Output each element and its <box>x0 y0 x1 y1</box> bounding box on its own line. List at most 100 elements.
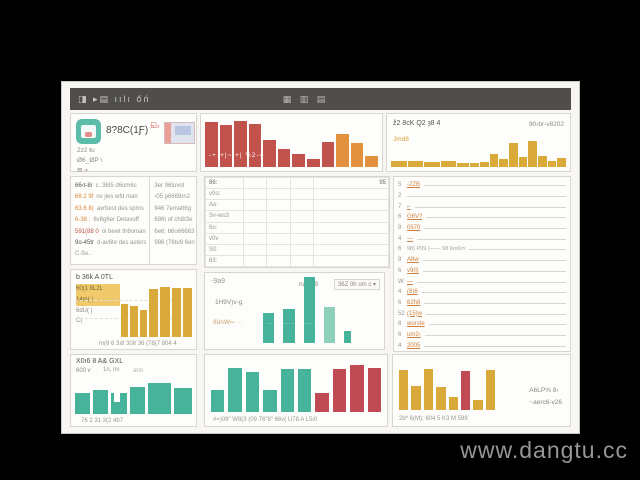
schedule-cell[interactable] <box>242 188 268 201</box>
bar <box>424 161 440 167</box>
app-logo-dot <box>85 132 92 137</box>
bar <box>509 143 518 167</box>
schedule-cell[interactable] <box>289 176 315 190</box>
schedule-cell[interactable] <box>266 243 291 256</box>
bar <box>263 140 276 167</box>
rank-rule <box>428 323 566 326</box>
bar <box>473 399 483 410</box>
rank-link[interactable]: A8w <box>407 257 419 264</box>
rank-link[interactable]: — <box>407 235 413 242</box>
bar <box>234 121 247 167</box>
schedule-cell[interactable] <box>266 176 291 190</box>
schedule-cell[interactable] <box>242 210 268 223</box>
rank-row: 2 <box>398 191 566 202</box>
rank-row: W — <box>398 276 566 287</box>
bar <box>228 367 242 412</box>
detail-list-left-column: 66‹t-8ɾ c. 36t5 d6om6s 68.2 9f ov jies wfd … <box>71 177 149 264</box>
rank-rule <box>422 259 566 262</box>
rank-link[interactable]: — <box>407 278 413 285</box>
schedule-cell[interactable] <box>289 210 315 223</box>
rank-link[interactable]: (8)6 <box>407 289 418 296</box>
rank-link[interactable]: (15)w <box>407 310 423 317</box>
teal-wide-sub1: 600 v <box>76 368 91 374</box>
schedule-cell[interactable] <box>313 232 389 245</box>
detail-item-text: oi bewt th6oman <box>101 228 146 235</box>
notification-badge: ◱₂ <box>150 122 160 129</box>
detail-list-item: C-9a.. <box>75 249 146 260</box>
rank-rule <box>417 281 566 283</box>
rank-link[interactable]: G6V? <box>407 214 423 221</box>
schedule-cell[interactable] <box>266 221 291 234</box>
rank-number: 4 <box>398 235 402 242</box>
schedule-cell[interactable] <box>289 243 315 256</box>
schedule-row-label: Sv-wo3 <box>205 210 244 223</box>
schedule-cell[interactable] <box>242 232 268 245</box>
detail-item-key: 68.2 9f <box>75 194 94 201</box>
bar <box>336 134 349 167</box>
bar <box>399 370 409 410</box>
range-dropdown[interactable]: 36Z 0h om c ▾ <box>333 279 380 290</box>
schedule-cell[interactable] <box>242 243 268 256</box>
green-bar-chart-card: -9a9 1H9V)v-g 8ünW=···· na5D9 36Z 0h om … <box>204 272 385 350</box>
schedule-cell[interactable] <box>266 232 291 245</box>
rank-row: 7 ⌐ <box>398 201 566 212</box>
schedule-table-card: 86: 95 v0o: Ao: Sv-wo3 6o: v0v S0: 63: <box>204 176 390 268</box>
schedule-cell[interactable] <box>289 232 315 245</box>
schedule-cell[interactable] <box>242 176 268 190</box>
schedule-cell[interactable] <box>313 199 389 212</box>
bar <box>277 148 291 167</box>
rank-row: 6 98) P09 (—— 98 6m6m <box>398 244 566 255</box>
rank-link[interactable]: 62h8 <box>407 299 421 306</box>
rank-rule <box>424 345 566 347</box>
rank-number: 6 <box>398 267 402 274</box>
schedule-cell[interactable] <box>266 210 291 223</box>
rank-link[interactable]: ⌐ <box>407 203 411 210</box>
rank-row: 8 worste <box>398 319 566 330</box>
rank-link[interactable]: -2ZB <box>407 182 421 189</box>
rank-note: 98) P09 (—— 98 6m6m <box>407 246 466 253</box>
schedule-cell[interactable] <box>242 199 268 212</box>
gold-histogram-card: ž2 8cK Q2 ȝ8 4 90›br-v8202 Jmd8 <box>386 113 571 172</box>
schedule-cell[interactable] <box>266 188 291 201</box>
profile-meta-line: ✉ ⌁ <box>77 166 89 174</box>
schedule-cell[interactable] <box>289 199 315 212</box>
schedule-cell[interactable] <box>266 254 291 268</box>
app-logo-icon[interactable] <box>76 119 101 144</box>
id-card-thumbnail[interactable] <box>163 122 195 144</box>
schedule-cell[interactable] <box>242 254 268 268</box>
rank-link[interactable]: um2‹ <box>407 331 421 338</box>
schedule-cell[interactable] <box>313 210 389 223</box>
schedule-cell[interactable] <box>266 199 291 212</box>
chart-overlay-label: -+·+|~|+| ½2-4 <box>209 152 265 159</box>
schedule-cell[interactable] <box>289 254 315 268</box>
schedule-cell[interactable] <box>289 188 315 201</box>
schedule-cell[interactable] <box>289 221 315 234</box>
rank-number: 2 <box>398 193 402 200</box>
schedule-cell[interactable] <box>313 243 389 256</box>
teal-red-chart <box>211 363 382 412</box>
bar <box>307 159 320 167</box>
rank-link[interactable]: v9(l) <box>407 267 419 274</box>
gold-histogram-chart <box>391 135 566 167</box>
schedule-cell[interactable]: 95 <box>313 176 389 190</box>
schedule-cell[interactable] <box>313 188 389 201</box>
schedule-cell[interactable] <box>313 254 389 268</box>
green-chart-title: -9a9 <box>211 278 226 285</box>
bar <box>423 368 434 410</box>
schedule-cell[interactable] <box>313 221 389 234</box>
schedule-cell[interactable] <box>242 221 268 234</box>
rank-number: 52 <box>398 310 405 317</box>
rank-link[interactable]: 2005 <box>407 342 421 349</box>
teal-wide-chart <box>75 375 192 414</box>
rank-rule <box>469 248 566 251</box>
bar <box>332 368 347 412</box>
gold-red-side-text: A6LP% 8› ~aerc6-v26 <box>529 385 562 408</box>
rank-number: 6 <box>398 331 402 338</box>
header-menu-icons[interactable]: ◨ ▸▤ ıılı őń <box>78 93 151 104</box>
bar <box>211 389 225 412</box>
rank-link[interactable]: 0570 <box>407 225 421 232</box>
bar <box>499 158 509 167</box>
schedule-row-label: v0v <box>205 232 244 245</box>
rank-link[interactable]: worste <box>407 321 425 328</box>
